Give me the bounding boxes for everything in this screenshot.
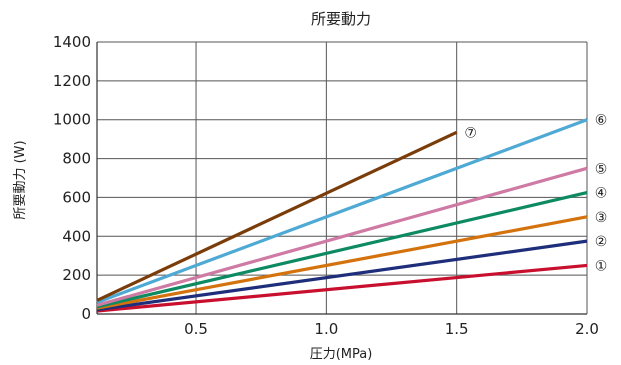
x-ticks: 0.5 1.0 1.5 2.0 [184, 320, 599, 338]
y-ticks: 0 200 400 600 800 1000 1200 1400 [53, 33, 91, 323]
x-tick-label: 0.5 [184, 320, 208, 338]
x-tick-label: 1.0 [314, 320, 338, 338]
series-line-1 [96, 263, 588, 313]
series-labels: ① ② ③ ④ ⑤ ⑥ ⑦ [464, 113, 607, 275]
series-line-6 [96, 118, 588, 304]
y-tick-label: 600 [62, 188, 91, 206]
series-label-7: ⑦ [464, 125, 477, 141]
y-tick-label: 800 [62, 150, 91, 168]
x-tick-label: 2.0 [575, 320, 599, 338]
series-label-3: ③ [595, 210, 608, 226]
series [96, 118, 588, 313]
series-label-1: ① [595, 258, 608, 274]
series-label-5: ⑤ [595, 161, 608, 177]
y-tick-label: 1000 [53, 111, 91, 129]
x-tick-label: 1.5 [445, 320, 469, 338]
series-line-4 [96, 191, 588, 309]
y-tick-label: 1200 [53, 72, 91, 90]
chart-title: 所要動力 [311, 10, 371, 28]
series-label-4: ④ [595, 186, 608, 202]
series-line-2 [96, 239, 588, 312]
y-tick-label: 200 [62, 266, 91, 284]
series-line-5 [96, 166, 588, 307]
series-line-3 [96, 215, 588, 310]
grid [96, 41, 588, 315]
x-axis-label: 圧力(MPa) [310, 347, 373, 362]
y-tick-label: 0 [81, 305, 91, 323]
y-tick-label: 1400 [53, 33, 91, 51]
y-axis-label: 所要動力 (W) [13, 140, 28, 219]
series-label-2: ② [595, 234, 608, 250]
series-label-6: ⑥ [595, 113, 608, 129]
y-tick-label: 400 [62, 227, 91, 245]
series-line-7 [96, 130, 458, 302]
